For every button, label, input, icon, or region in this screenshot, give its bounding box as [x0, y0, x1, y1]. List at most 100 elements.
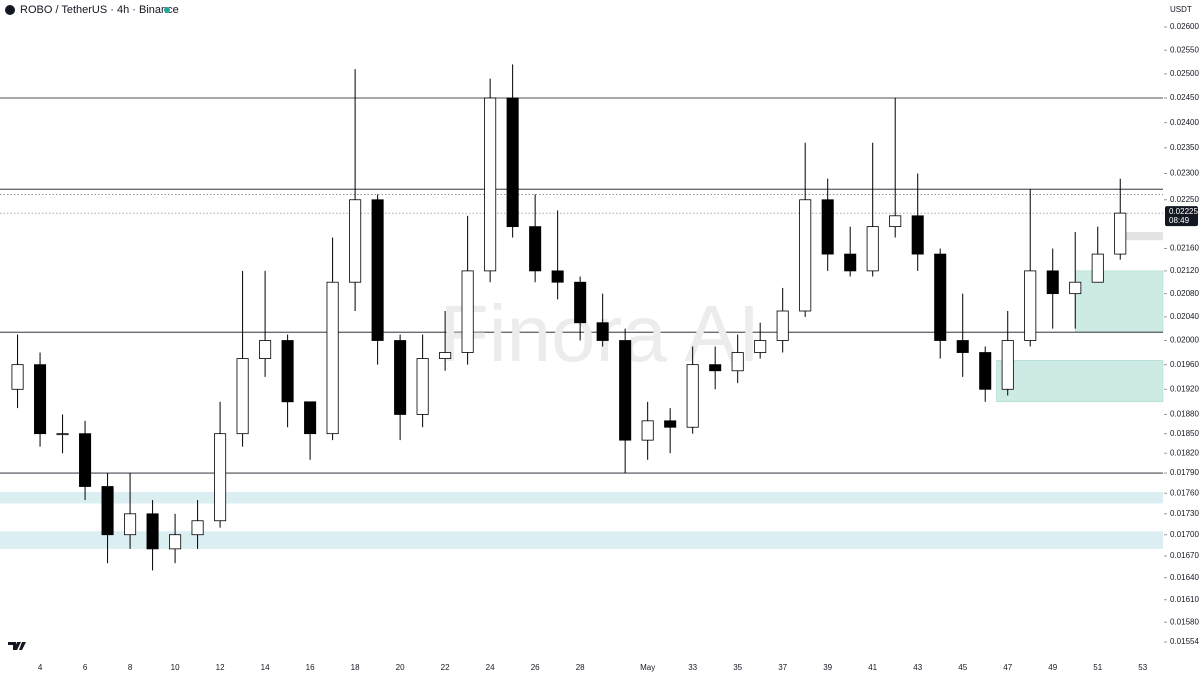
candle-body	[596, 322, 609, 341]
support-zone	[0, 531, 1163, 549]
candle-body	[686, 364, 699, 428]
candle-body	[776, 310, 789, 341]
x-tick-label: 47	[1003, 663, 1012, 672]
chart-title: ROBO / TetherUS · 4h · Binance	[20, 4, 179, 16]
candle-body	[146, 513, 159, 550]
x-tick-label: 28	[576, 663, 585, 672]
candle-body	[934, 253, 947, 341]
y-tick-label: 0.02600	[1170, 22, 1199, 31]
x-tick-label: 26	[531, 663, 540, 672]
symbol-icon	[5, 5, 15, 15]
demand-box	[996, 360, 1164, 403]
x-tick-label: 35	[733, 663, 742, 672]
candle-body	[484, 97, 497, 272]
candle-body	[326, 281, 339, 435]
candle-body	[191, 520, 204, 536]
y-tick-label: 0.02400	[1170, 118, 1199, 127]
y-tick-label: 0.02040	[1170, 312, 1199, 321]
y-tick-label: 0.01730	[1170, 509, 1199, 518]
candle-body	[754, 340, 767, 353]
candle-body	[371, 199, 384, 341]
x-tick-label: 37	[778, 663, 787, 672]
y-tick-label: 0.02000	[1170, 336, 1199, 345]
y-tick-label: 0.01960	[1170, 360, 1199, 369]
candle-body	[844, 253, 857, 272]
x-tick-label: 49	[1048, 663, 1057, 672]
x-tick-label: 53	[1138, 663, 1147, 672]
candle-body	[911, 215, 924, 255]
candle-body	[506, 97, 519, 228]
x-tick-label: 16	[306, 663, 315, 672]
candle-body	[529, 226, 542, 272]
y-tick-label: 0.01670	[1170, 551, 1199, 560]
candle-body	[799, 199, 812, 312]
y-tick-label: 0.01760	[1170, 488, 1199, 497]
x-tick-label: 24	[486, 663, 495, 672]
y-tick-label: 0.02300	[1170, 169, 1199, 178]
candle-body	[394, 340, 407, 415]
x-tick-label: 6	[83, 663, 88, 672]
candle-body	[304, 401, 317, 435]
candle-body	[11, 364, 24, 390]
y-tick-label: 0.01700	[1170, 530, 1199, 539]
candle-body	[956, 340, 969, 353]
candle-body	[56, 433, 69, 436]
x-tick-label: 12	[216, 663, 225, 672]
y-tick-label: 0.02250	[1170, 195, 1199, 204]
candle-body	[1024, 270, 1037, 341]
candle-body	[416, 358, 429, 415]
candle-body	[574, 281, 587, 324]
candle-body	[641, 420, 654, 441]
candle-body	[281, 340, 294, 403]
x-tick-label: 18	[351, 663, 360, 672]
y-tick-label: 0.02450	[1170, 93, 1199, 102]
y-tick-label: 0.01610	[1170, 595, 1199, 604]
candle-body	[259, 340, 272, 359]
x-tick-label: 8	[128, 663, 133, 672]
candle-body	[664, 420, 677, 428]
x-tick-label: May	[640, 663, 655, 672]
background-layer	[0, 97, 1164, 549]
y-tick-label: 0.02080	[1170, 289, 1199, 298]
candle-body	[236, 358, 249, 435]
candle-body	[866, 226, 879, 272]
x-tick-label: 41	[868, 663, 877, 672]
candle-body	[79, 433, 92, 487]
y-tick-label: 0.02160	[1170, 244, 1199, 253]
x-tick-label: 45	[958, 663, 967, 672]
candle-body	[34, 364, 47, 435]
x-tick-label: 22	[441, 663, 450, 672]
y-axis-unit: USDT	[1170, 5, 1192, 14]
candle-body	[551, 270, 564, 283]
y-tick-label: 0.01920	[1170, 384, 1199, 393]
candle-body	[619, 340, 632, 441]
candle-body	[1046, 270, 1059, 295]
candle-body	[1091, 253, 1104, 283]
y-tick-label: 0.02500	[1170, 69, 1199, 78]
price-tag	[1165, 206, 1198, 227]
candle-body	[709, 364, 722, 372]
candle-body	[461, 270, 474, 353]
y-tick-label: 0.01554	[1170, 637, 1199, 646]
y-tick-label: 0.01820	[1170, 448, 1199, 457]
candle-body	[731, 352, 744, 372]
x-tick-label: 51	[1093, 663, 1102, 672]
demand-box	[1074, 270, 1164, 333]
y-tick-label: 0.01580	[1170, 617, 1199, 626]
x-tick-label: 33	[688, 663, 697, 672]
y-tick-label: 0.01850	[1170, 429, 1199, 438]
candle-body	[214, 433, 227, 522]
x-tick-label: 20	[396, 663, 405, 672]
candle-body	[101, 486, 114, 536]
y-tick-label: 0.01790	[1170, 468, 1199, 477]
y-tick-label: 0.01640	[1170, 573, 1199, 582]
y-tick-label: 0.02550	[1170, 45, 1199, 54]
x-tick-label: 43	[913, 663, 922, 672]
x-tick-label: 10	[171, 663, 180, 672]
x-tick-label: 14	[261, 663, 270, 672]
y-tick-label: 0.01880	[1170, 410, 1199, 419]
y-tick-label: 0.02350	[1170, 143, 1199, 152]
candle-body	[1001, 340, 1014, 390]
